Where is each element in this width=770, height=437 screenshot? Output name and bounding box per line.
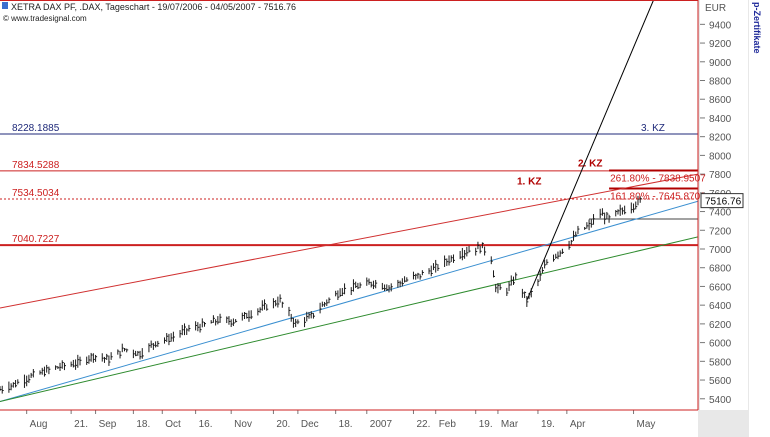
x-tick-label: 18. (339, 419, 353, 430)
x-tick-label: 20. (276, 419, 290, 430)
plot-content (0, 0, 698, 403)
current-price-box (700, 193, 744, 209)
x-tick-label: Apr (570, 419, 586, 430)
level-label: 8228.1885 (12, 123, 60, 134)
y-tick-label: 9000 (709, 58, 732, 69)
chart-title: XETRA DAX PF, .DAX, Tageschart - 19/07/2… (11, 2, 296, 12)
x-tick-label: 16. (199, 419, 213, 430)
red-trend (0, 173, 698, 309)
instrument-icon (2, 2, 8, 9)
x-tick-label: Nov (234, 419, 252, 430)
y-tick-label: 5400 (709, 395, 732, 406)
level-note: 3. KZ (641, 123, 665, 134)
x-tick-label: Dec (301, 419, 319, 430)
level-label: 7534.5034 (12, 188, 60, 199)
side-label: p-Zertifikate (752, 2, 762, 54)
x-axis-panel (0, 410, 698, 437)
y-tick-label: 7400 (709, 208, 732, 219)
y-tick-label: 5800 (709, 357, 732, 368)
x-tick-label: 19. (479, 419, 493, 430)
x-tick-label: Mar (501, 419, 519, 430)
y-tick-label: 6000 (709, 339, 732, 350)
x-tick-label: Aug (30, 419, 48, 430)
fib-label: 161.80% - 7645.8701 (610, 192, 706, 203)
y-axis-label: EUR (705, 3, 726, 14)
level-label: 7834.5288 (12, 160, 60, 171)
x-tick-label: Feb (439, 419, 457, 430)
y-tick-label: 9400 (709, 20, 732, 31)
y-tick-label: 6800 (709, 264, 732, 275)
y-tick-label: 6600 (709, 282, 732, 293)
fib-note: 2. KZ (578, 158, 602, 169)
x-tick-label: 18. (136, 419, 150, 430)
x-tick-label: Sep (99, 419, 117, 430)
fib-label: 261.80% - 7838.9507 (610, 173, 706, 184)
y-tick-label: 8800 (709, 77, 732, 88)
y-tick-label: 8600 (709, 95, 732, 106)
y-tick-label: 6400 (709, 301, 732, 312)
x-tick-label: 2007 (370, 419, 393, 430)
side-panel (749, 0, 770, 437)
copyright-label: © www.tradesignal.com (3, 14, 87, 23)
green-trend (0, 236, 698, 403)
level-label: 7040.7227 (12, 234, 60, 245)
x-tick-label: May (637, 419, 656, 430)
x-tick-label: 21. (74, 419, 88, 430)
x-tick-label: Oct (165, 419, 181, 430)
black-trend (526, 0, 655, 301)
y-tick-label: 7200 (709, 226, 732, 237)
current-price-label: 7516.76 (705, 197, 742, 208)
x-tick-label: 19. (541, 419, 555, 430)
y-tick-label: 9200 (709, 39, 732, 50)
y-tick-label: 7000 (709, 245, 732, 256)
y-tick-label: 5600 (709, 376, 732, 387)
blue-trend (0, 200, 698, 403)
y-tick-label: 8200 (709, 133, 732, 144)
x-tick-label: 22. (416, 419, 430, 430)
y-tick-label: 7800 (709, 170, 732, 181)
y-tick-label: 8400 (709, 114, 732, 125)
plot-area (0, 0, 698, 410)
y-tick-label: 6200 (709, 320, 732, 331)
price-bars (0, 195, 642, 394)
fib-note: 1. KZ (517, 177, 541, 188)
y-tick-label: 8000 (709, 151, 732, 162)
